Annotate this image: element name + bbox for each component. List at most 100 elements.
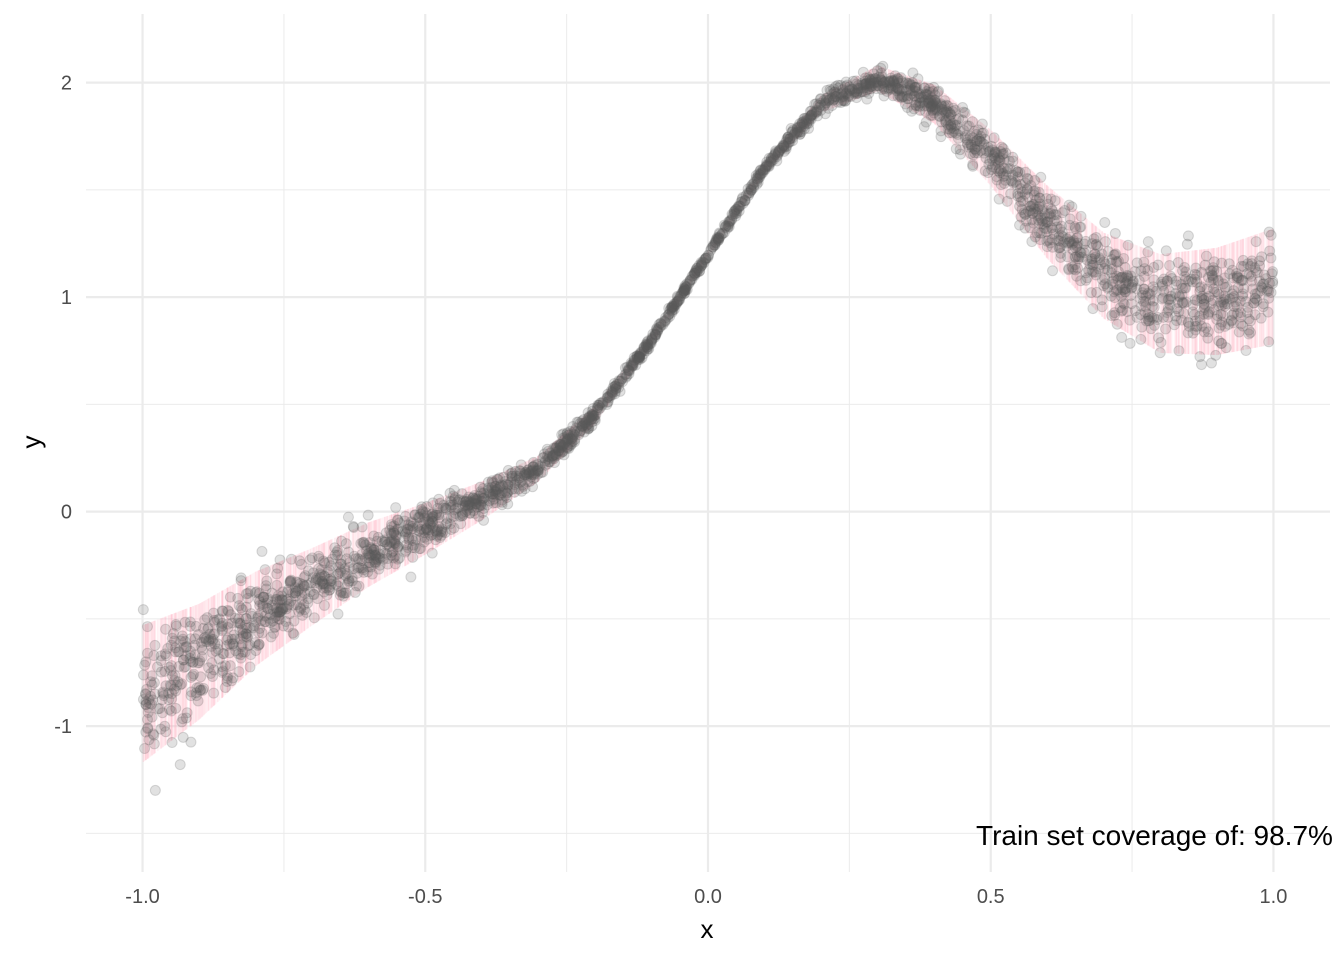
data-point bbox=[166, 632, 178, 644]
data-point bbox=[1125, 270, 1137, 282]
data-point bbox=[564, 425, 576, 437]
data-point bbox=[1015, 211, 1027, 223]
data-point bbox=[471, 498, 483, 510]
data-point bbox=[270, 593, 282, 605]
data-point bbox=[852, 84, 864, 96]
data-point bbox=[869, 80, 881, 92]
data-point bbox=[1047, 241, 1059, 253]
data-point bbox=[259, 564, 271, 576]
data-point bbox=[680, 281, 692, 293]
data-point bbox=[237, 646, 249, 658]
data-point bbox=[1248, 297, 1260, 309]
data-point bbox=[287, 627, 299, 639]
data-point bbox=[1078, 238, 1090, 250]
data-point bbox=[659, 316, 671, 328]
data-point bbox=[370, 549, 382, 561]
data-point bbox=[926, 105, 938, 117]
data-point bbox=[554, 439, 566, 451]
data-point bbox=[677, 286, 689, 298]
data-point bbox=[262, 594, 274, 606]
data-point bbox=[454, 510, 466, 522]
data-point bbox=[288, 599, 300, 611]
data-point bbox=[419, 511, 431, 523]
data-point bbox=[435, 529, 447, 541]
data-point bbox=[810, 106, 822, 118]
data-point bbox=[427, 511, 439, 523]
data-point bbox=[325, 560, 337, 572]
data-point bbox=[1069, 242, 1081, 254]
data-point bbox=[653, 319, 665, 331]
data-point bbox=[770, 145, 782, 157]
data-point bbox=[1005, 188, 1017, 200]
data-point bbox=[757, 166, 769, 178]
data-point bbox=[205, 633, 217, 645]
data-point bbox=[391, 524, 403, 536]
data-point bbox=[272, 606, 284, 618]
data-point bbox=[137, 604, 149, 616]
data-point bbox=[1022, 173, 1034, 185]
data-point bbox=[602, 391, 614, 403]
data-point bbox=[1033, 200, 1045, 212]
data-point bbox=[966, 116, 978, 128]
data-point bbox=[753, 172, 765, 184]
data-point bbox=[936, 105, 948, 117]
data-point bbox=[1155, 336, 1167, 348]
data-point bbox=[1111, 270, 1123, 282]
data-point bbox=[335, 586, 347, 598]
data-point bbox=[155, 666, 167, 678]
data-point bbox=[235, 572, 247, 584]
data-point bbox=[275, 603, 287, 615]
data-point bbox=[665, 303, 677, 315]
data-point bbox=[989, 146, 1001, 158]
data-point bbox=[1210, 349, 1222, 361]
data-point bbox=[722, 220, 734, 232]
data-point bbox=[912, 100, 924, 112]
data-point bbox=[852, 79, 864, 91]
data-point bbox=[806, 109, 818, 121]
data-points bbox=[137, 60, 1279, 796]
data-point bbox=[1042, 198, 1054, 210]
data-point bbox=[1183, 275, 1195, 287]
data-point bbox=[778, 140, 790, 152]
data-point bbox=[1189, 268, 1201, 280]
data-point bbox=[639, 341, 651, 353]
data-point bbox=[984, 155, 996, 167]
data-point bbox=[924, 98, 936, 110]
data-point bbox=[679, 282, 691, 294]
data-point bbox=[650, 329, 662, 341]
data-point bbox=[1227, 292, 1239, 304]
data-point bbox=[879, 76, 891, 88]
data-point bbox=[791, 128, 803, 140]
data-point bbox=[578, 414, 590, 426]
data-point bbox=[772, 147, 784, 159]
data-point bbox=[352, 552, 364, 564]
data-point bbox=[892, 77, 904, 89]
data-point bbox=[1164, 299, 1176, 311]
data-point bbox=[1086, 238, 1098, 250]
data-point bbox=[957, 102, 969, 114]
data-point bbox=[1265, 252, 1277, 264]
data-point bbox=[403, 531, 415, 543]
data-point bbox=[1090, 231, 1102, 243]
data-point bbox=[827, 94, 839, 106]
data-point bbox=[515, 467, 527, 479]
data-point bbox=[577, 419, 589, 431]
data-point bbox=[841, 87, 853, 99]
data-point bbox=[1118, 272, 1130, 284]
data-point bbox=[1242, 258, 1254, 270]
data-point bbox=[1035, 171, 1047, 183]
data-point bbox=[852, 87, 864, 99]
data-point bbox=[948, 123, 960, 135]
data-point bbox=[889, 78, 901, 90]
data-point bbox=[1172, 296, 1184, 308]
data-point bbox=[607, 387, 619, 399]
data-point bbox=[1208, 283, 1220, 295]
data-point bbox=[178, 654, 190, 666]
data-point bbox=[501, 487, 513, 499]
data-point bbox=[259, 616, 271, 628]
prediction-intervals bbox=[142, 65, 1274, 763]
data-point bbox=[305, 577, 317, 589]
data-point bbox=[837, 90, 849, 102]
data-point bbox=[448, 522, 460, 534]
data-point bbox=[385, 536, 397, 548]
